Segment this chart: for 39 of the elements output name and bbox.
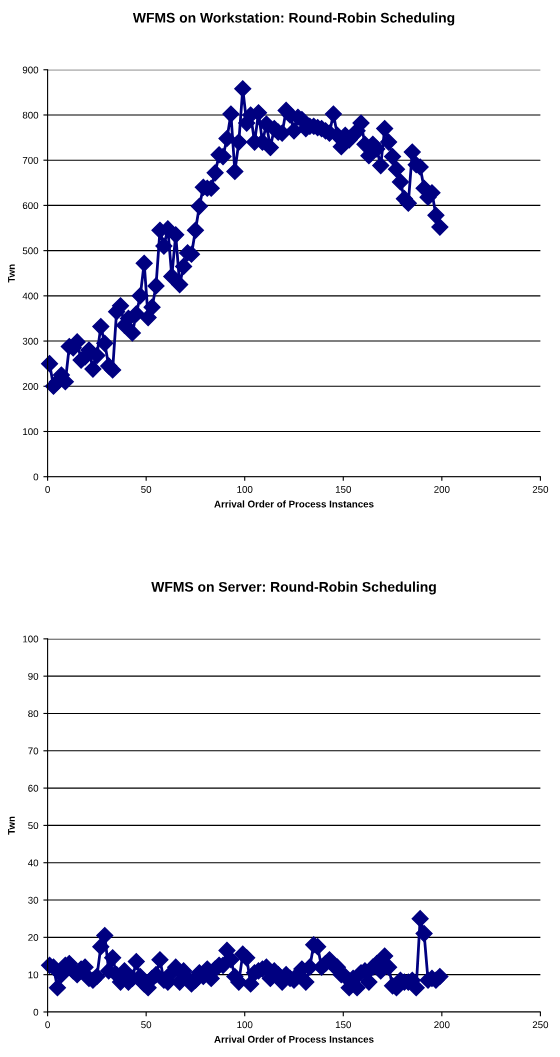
y-tick-label: 300 [22,337,39,345]
y-tick-label: 70 [28,747,39,755]
y-axis-title: Twn [8,264,15,283]
y-tick-label: 500 [22,247,39,255]
chart-title: WFMS on Server: Round-Robin Scheduling [151,581,436,595]
x-tick-label: 250 [532,1021,549,1029]
y-tick-label: 200 [22,383,39,390]
y-tick-label: 10 [28,971,39,979]
x-tick-label: 100 [237,485,253,493]
x-tick-label: 100 [237,1021,253,1029]
y-tick-label: 100 [23,428,39,436]
y-tick-label: 40 [27,859,39,867]
y-tick-label: 700 [22,156,39,164]
y-tick-label: 80 [28,710,39,718]
x-tick-label: 200 [434,1021,450,1029]
x-axis-title: Arrival Order of Process Instances [214,500,374,508]
y-tick-label: 800 [22,111,39,119]
x-tick-label: 250 [532,485,549,493]
y-tick-label: 400 [22,292,39,300]
x-tick-label: 0 [45,485,50,493]
y-tick-label: 50 [28,822,39,830]
y-tick-label: 600 [22,202,39,210]
x-tick-label: 150 [335,1021,352,1029]
y-tick-label: 100 [23,635,39,643]
y-tick-label: 0 [33,1008,39,1016]
y-axis-title: Twn [8,816,15,835]
y-tick-label: 60 [28,784,39,792]
chart-title: WFMS on Workstation: Round-Robin Scheduling [132,12,455,26]
y-tick-label: 90 [28,672,39,680]
x-axis-title: Arrival Order of Process Instances [214,1035,374,1043]
x-tick-label: 150 [335,485,352,493]
y-tick-label: 900 [22,66,39,74]
x-tick-label: 0 [45,1021,50,1029]
x-tick-label: 50 [141,1021,152,1029]
y-tick-label: 20 [28,934,39,941]
x-tick-label: 50 [141,485,152,493]
y-tick-label: 0 [33,473,39,481]
y-tick-label: 30 [28,896,39,904]
x-tick-label: 200 [434,485,450,493]
